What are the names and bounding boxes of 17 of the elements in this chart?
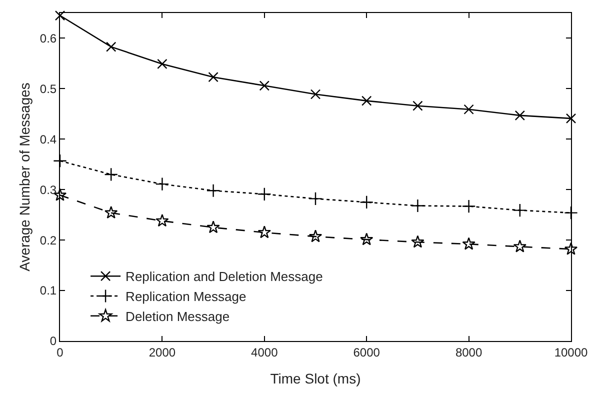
- x-tick-label: 2000: [148, 345, 176, 360]
- x-tick-label: 10000: [554, 345, 588, 360]
- y-tick-label: 0.5: [40, 82, 57, 96]
- x-tick-label: 4000: [251, 345, 278, 360]
- x-axis-title: Time Slot (ms): [270, 370, 361, 387]
- y-tick-label: 0.1: [40, 284, 57, 298]
- y-axis-title: Average Number of Messages: [16, 82, 33, 272]
- legend-label: Replication Message: [126, 289, 246, 304]
- y-tick-label: 0: [50, 334, 57, 348]
- y-tick-label: 0.4: [40, 132, 57, 146]
- y-tick-label: 0.2: [40, 233, 57, 248]
- x-tick-label: 6000: [353, 345, 380, 360]
- y-tick-label: 0.3: [40, 182, 57, 197]
- legend-label: Deletion Message: [126, 308, 230, 324]
- x-tick-label: 8000: [455, 345, 482, 360]
- legend-label: Replication and Deletion Message: [126, 269, 323, 284]
- y-tick-label: 0.6: [40, 31, 57, 46]
